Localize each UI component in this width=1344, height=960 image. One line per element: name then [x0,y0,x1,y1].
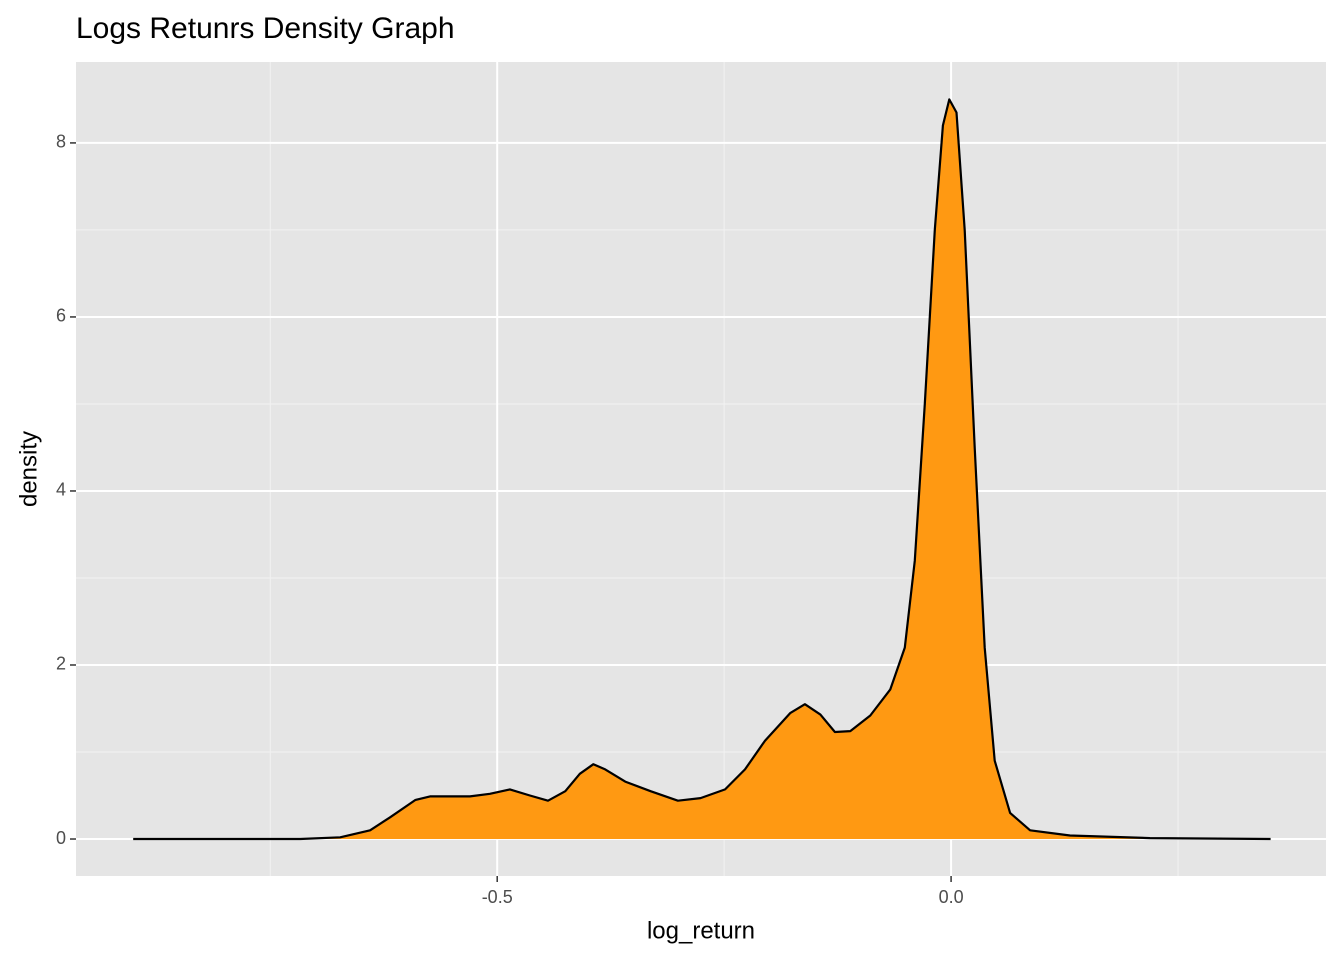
y-tick-label: 2 [56,654,66,674]
y-tick-label: 0 [56,828,66,848]
density-line [133,98,1271,841]
y-tick-label: 8 [56,132,66,152]
y-tick-label: 6 [56,306,66,326]
x-axis-label: log_return [647,917,755,944]
chart-title: Logs Retunrs Density Graph [76,12,455,45]
x-tick-label: 0.0 [939,887,964,907]
y-axis-label: density [15,431,42,507]
panel [76,62,1326,876]
y-tick-label: 4 [56,480,66,500]
x-tick-label: -0.5 [482,887,513,907]
